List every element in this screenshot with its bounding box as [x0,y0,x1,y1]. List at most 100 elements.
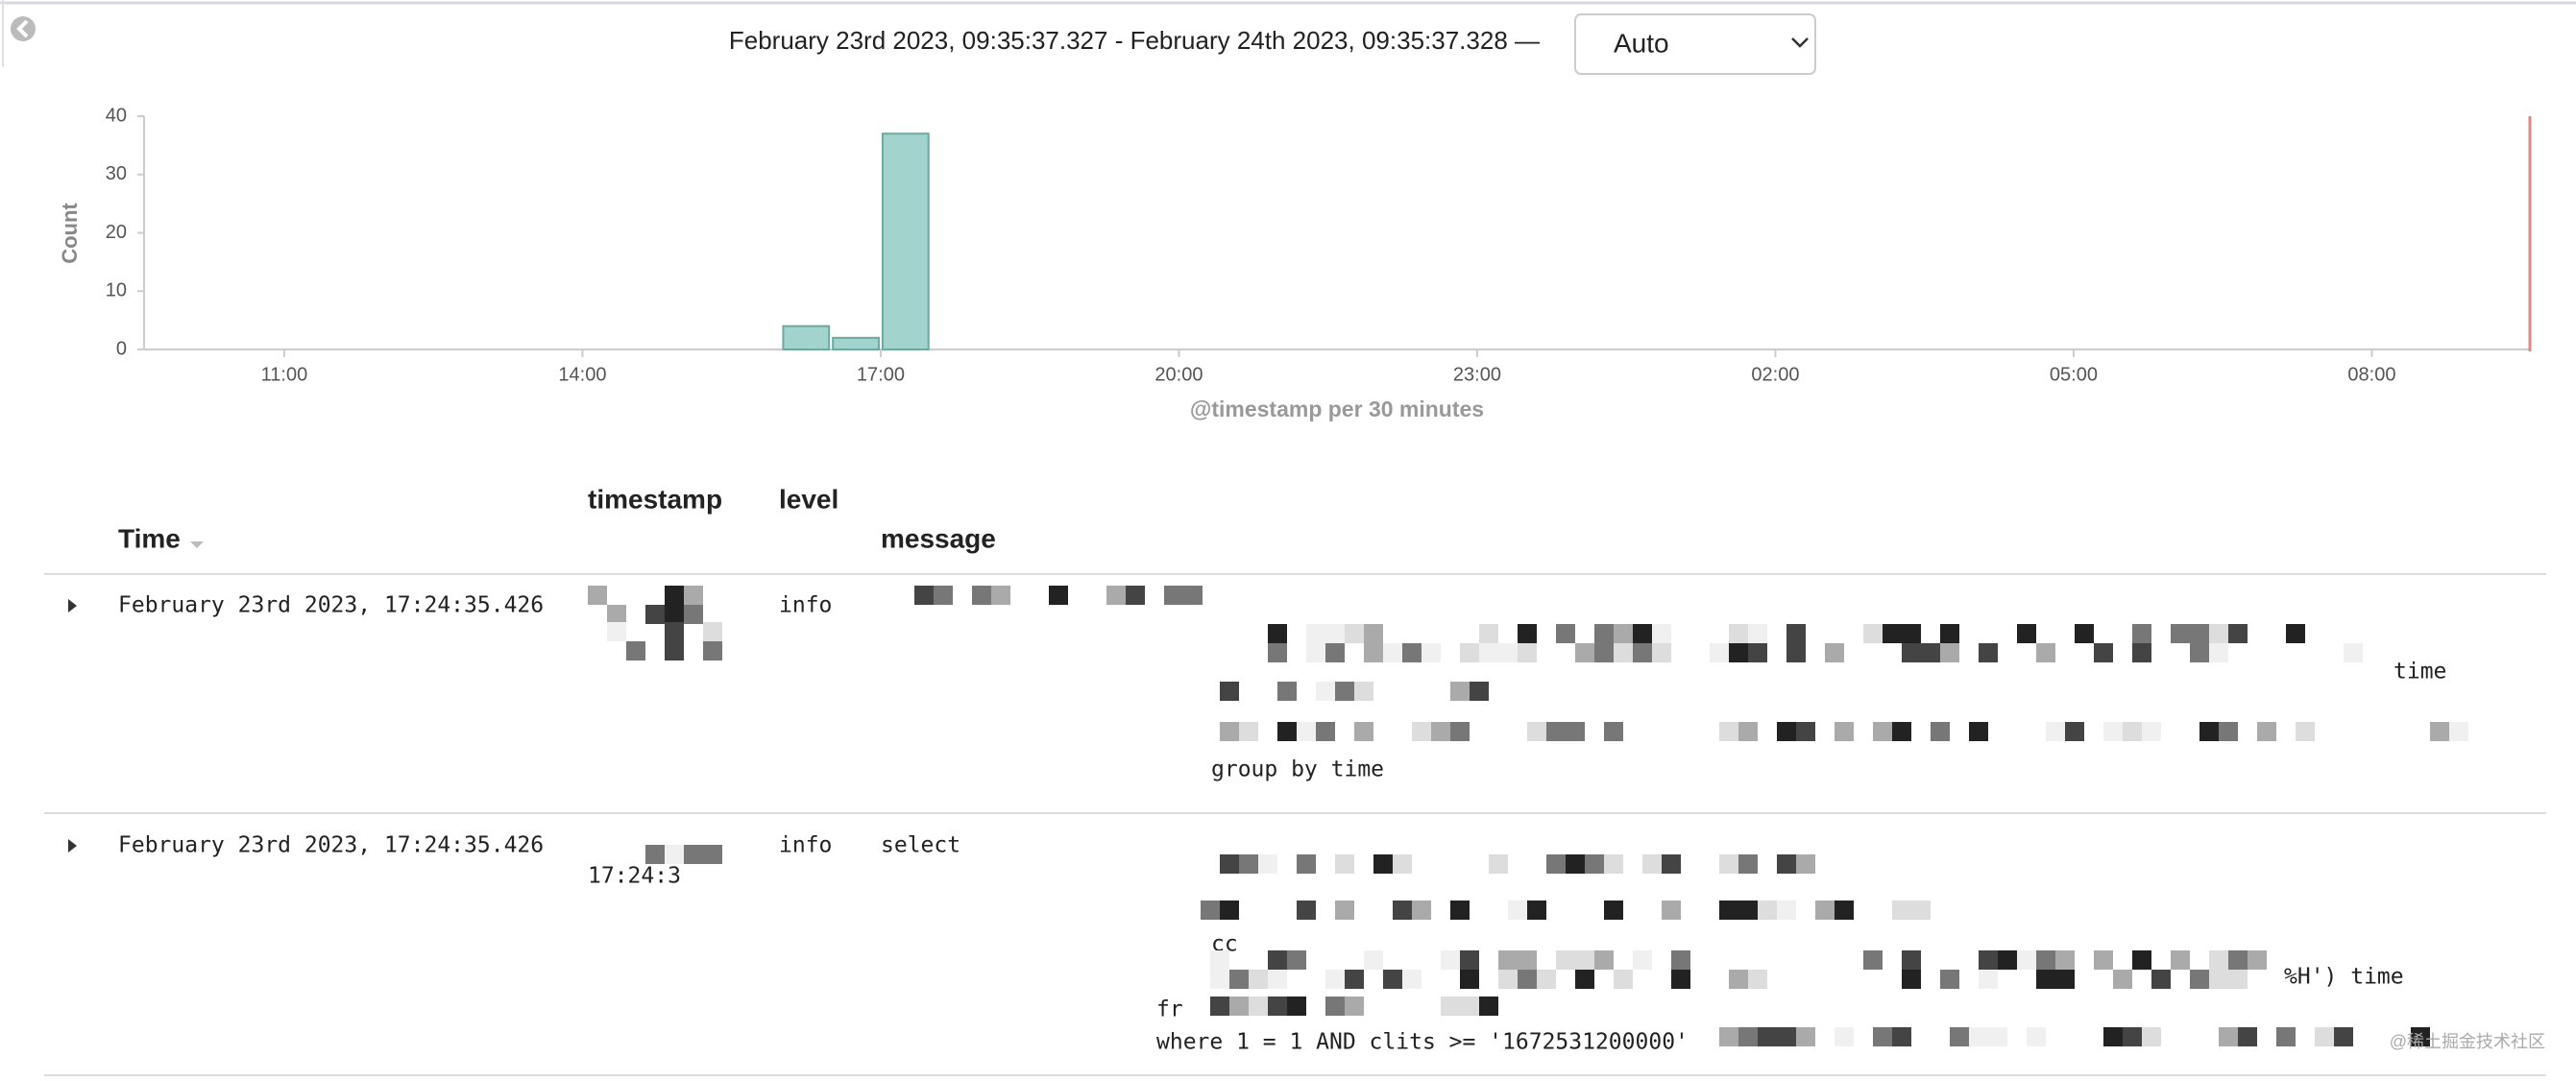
redacted-block [1450,682,1470,701]
redacted-block [1268,624,1287,643]
redacted-block [1316,722,1335,741]
redacted-block [1979,643,1998,662]
redacted-block [645,845,665,864]
redacted-block [1979,970,1998,989]
redacted-block [1604,854,1623,874]
redacted-block [1614,643,1633,662]
redacted-block [1719,854,1738,874]
redacted-block [1652,624,1671,643]
y-tick-label: 0 [116,338,127,359]
redacted-block [1364,643,1383,662]
redacted-block [1325,997,1345,1016]
back-icon [16,19,29,38]
message-text: group by time [1211,757,1384,782]
redacted-block [1460,950,1479,970]
redacted-block [1210,950,1229,970]
redacted-block [1748,970,1767,989]
redacted-block [2132,950,2151,970]
redacted-block [1470,682,1489,701]
redacted-block [1277,682,1297,701]
redacted-block [1719,722,1738,741]
redacted-block [1556,950,1575,970]
redacted-block [1719,901,1738,920]
bar [832,336,880,351]
redacted-block [1325,643,1345,662]
redacted-block [2209,643,2228,662]
select-caret [1791,37,1809,48]
redacted-block [1518,624,1537,643]
redacted-block [2315,1027,2334,1046]
redacted-block [1969,1027,1988,1046]
redacted-block [665,586,684,605]
interval-value: Auto [1614,28,1669,58]
redacted-block [684,586,703,605]
redacted-block [2228,624,2248,643]
redacted-block [1229,997,1249,1016]
redacted-block [2123,722,2142,741]
x-tick-label: 02:00 [1751,364,1799,385]
redacted-block [1498,950,1518,970]
expand-toggle[interactable] [68,599,77,613]
redacted-block [2055,950,2075,970]
y-axis-label: Count [58,203,82,264]
x-tick-label: 17:00 [857,364,905,385]
redacted-block [1738,901,1758,920]
redacted-block [2257,722,2276,741]
redacted-block [2190,643,2209,662]
redacted-block [1049,586,1068,605]
redacted-block [1268,950,1287,970]
redacted-block [1383,643,1402,662]
redacted-block [2151,970,2171,989]
redacted-block [1883,624,1902,643]
redacted-block [1402,643,1422,662]
redacted-block [1345,997,1364,1016]
bar [881,132,930,350]
redacted-block [1940,624,1959,643]
redacted-block [2209,950,2228,970]
row-level: info [779,593,832,618]
redacted-block [2065,722,2084,741]
redacted-block [1594,950,1614,970]
redacted-block [1979,950,1998,970]
interval-select[interactable] [1574,13,1816,75]
redacted-block [1354,722,1373,741]
redacted-block [1402,970,1422,989]
expand-toggle[interactable] [68,839,77,853]
redacted-block [934,586,953,605]
message-text: select [881,833,960,858]
redacted-block [1748,624,1767,643]
redacted-block [703,622,722,641]
redacted-block [2036,643,2055,662]
redacted-block [1306,624,1325,643]
redacted-block [1239,854,1258,874]
redacted-block [1575,970,1594,989]
row-time: February 23rd 2023, 17:24:35.426 [118,833,544,858]
redacted-block [2017,624,2036,643]
redacted-block [1335,854,1354,874]
redacted-block [1220,854,1239,874]
redacted-block [2286,624,2305,643]
redacted-block [588,586,607,605]
redacted-block [645,605,665,624]
redacted-block [1892,722,1911,741]
redacted-block [1902,624,1921,643]
y-tick-label: 20 [106,222,127,243]
redacted-block [1556,624,1575,643]
redacted-block [1220,682,1239,701]
redacted-block [1950,1027,1969,1046]
redacted-block [1594,624,1614,643]
redacted-block [2449,722,2468,741]
redacted-block [1969,722,1988,741]
redacted-block [626,641,645,661]
redacted-block [1575,643,1594,662]
redacted-block [1940,643,1959,662]
redacted-block [1729,624,1748,643]
redacted-block [1796,854,1815,874]
redacted-block [1489,854,1508,874]
redacted-block [665,622,684,641]
redacted-block [1777,722,1796,741]
x-tick-label: 23:00 [1453,364,1501,385]
back-button[interactable] [11,16,36,41]
redacted-block [1441,997,1460,1016]
message-text: fr [1156,997,1183,1022]
